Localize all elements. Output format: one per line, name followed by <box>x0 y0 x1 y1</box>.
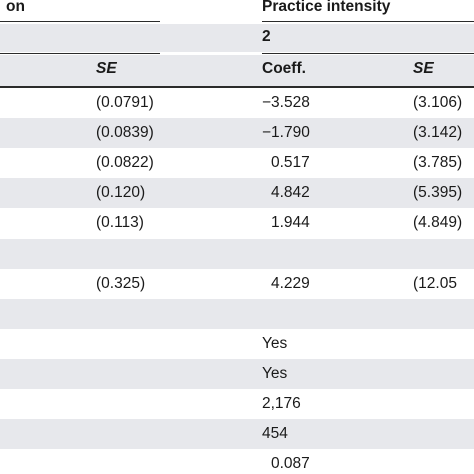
row-shade <box>0 118 474 149</box>
coeff-cell: −3.528 <box>262 94 310 111</box>
se-right-cell: (12.05 <box>413 274 457 292</box>
header-shade-band-2 <box>0 55 474 87</box>
left-group-label: on <box>6 0 25 15</box>
se-left-cell: (0.0839) <box>96 124 154 142</box>
row-shade <box>0 238 474 269</box>
coeff-cell: −1.790 <box>262 124 310 142</box>
row-shade <box>0 178 474 209</box>
row-shade <box>0 419 474 450</box>
se-right-cell: (3.106) <box>413 94 463 111</box>
se-right-cell: (3.142) <box>413 124 463 142</box>
se-left-cell: (0.120) <box>96 184 146 202</box>
coeff-cell: Yes <box>262 334 288 352</box>
coeff-cell: 0.517 <box>271 154 310 172</box>
coeff-cell: 454 <box>262 425 288 443</box>
col-se-left: SE <box>96 60 117 77</box>
header-bottom-rule <box>0 86 474 88</box>
header-shade-band <box>0 24 474 52</box>
column-number: 2 <box>262 28 271 45</box>
se-left-cell: (0.113) <box>96 214 144 232</box>
practice-intensity-label: Practice intensity <box>262 0 391 15</box>
row-shade <box>0 298 474 329</box>
subheader-rule-left <box>0 53 160 54</box>
coeff-cell: 0.087 <box>271 455 310 473</box>
coeff-cell: 2,176 <box>262 395 301 412</box>
se-left-cell: (0.0822) <box>96 154 154 172</box>
subheader-rule-right <box>262 53 474 54</box>
row-shade <box>0 358 474 389</box>
se-left-cell: (0.0791) <box>96 94 154 111</box>
se-right-cell: (3.785) <box>413 154 463 172</box>
se-right-cell: (4.849) <box>413 214 463 232</box>
se-left-cell: (0.325) <box>96 274 146 292</box>
col-se-right: SE <box>413 60 434 77</box>
se-right-cell: (5.395) <box>413 184 463 202</box>
coeff-cell: Yes <box>262 364 288 382</box>
col-coeff: Coeff. <box>262 60 306 77</box>
header-rule-right <box>262 21 474 22</box>
coeff-cell: 4.229 <box>271 274 310 292</box>
coeff-cell: 4.842 <box>271 184 310 202</box>
header-rule-left <box>0 21 160 22</box>
coeff-cell: 1.944 <box>271 214 310 232</box>
